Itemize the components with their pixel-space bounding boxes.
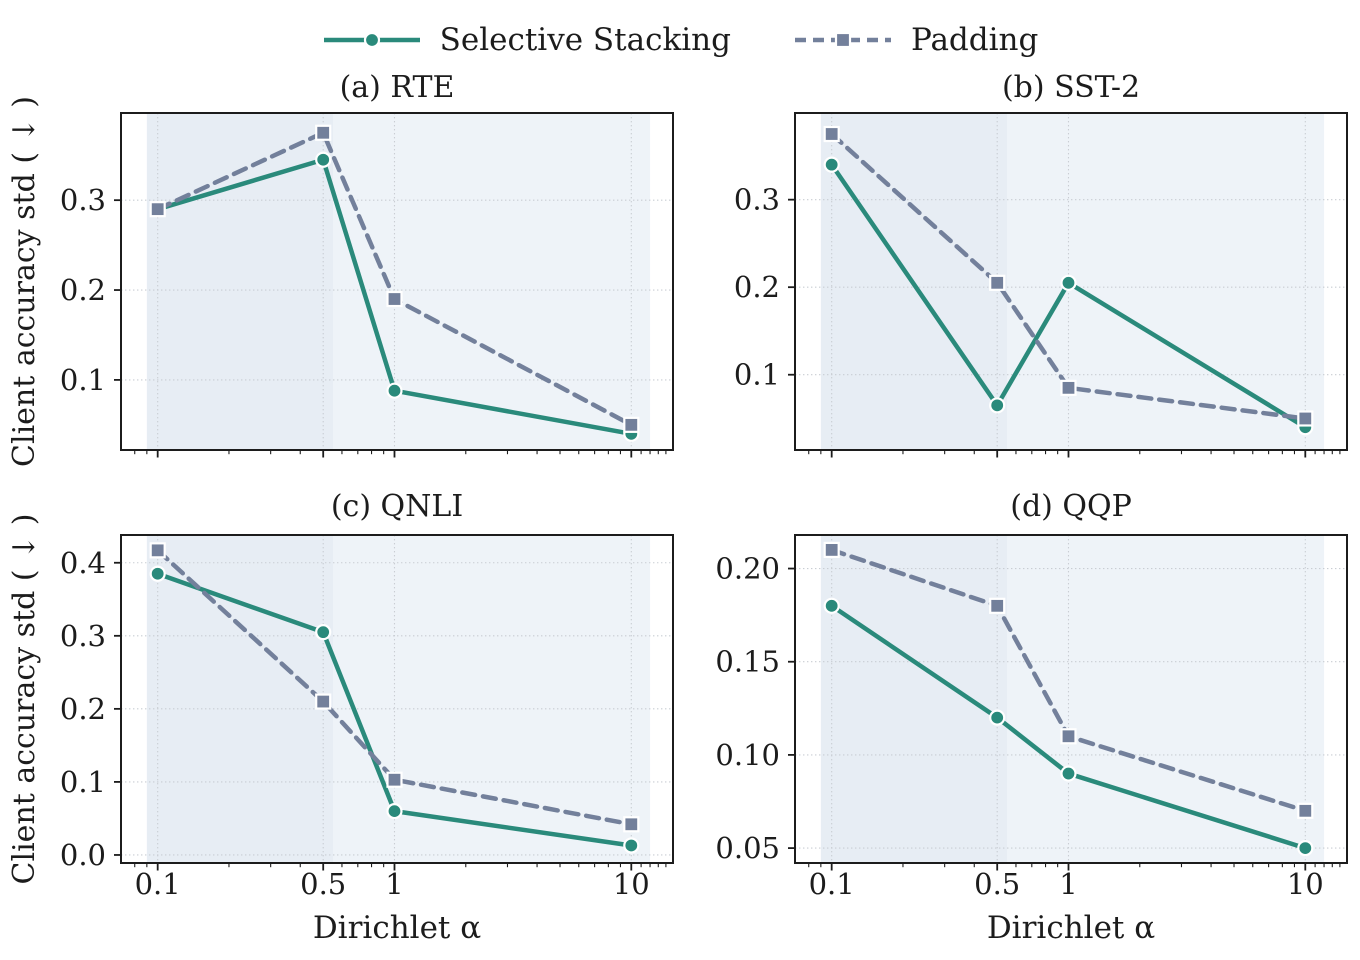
data-point-selective-stacking [386, 382, 403, 399]
series-line-selective-stacking [829, 162, 1308, 430]
data-point-selective-stacking [1060, 274, 1077, 291]
x-axis-label: Dirichlet α [313, 910, 481, 946]
axes-frame [794, 534, 1348, 864]
data-point-selective-stacking [989, 709, 1006, 726]
legend-label-padding: Padding [910, 21, 1039, 58]
data-point-padding [1297, 802, 1314, 819]
y-axis-label: Client accuracy std ( ↓ ) [7, 514, 42, 885]
series-line-padding [155, 130, 634, 428]
series-line-padding [155, 548, 634, 827]
x-tick-label: 0.1 [809, 867, 855, 901]
x-tick-label: 1 [385, 867, 403, 901]
shaded-band [333, 535, 651, 863]
axes-frame [120, 534, 674, 864]
data-point-selective-stacking [623, 837, 640, 854]
data-point-padding [989, 597, 1006, 614]
data-point-padding [386, 290, 403, 308]
subplot-qnli: 0.0 0.1 0.2 0.3 0.4 0.1 0.5 1 10 (c) QNLI Client a… [7, 489, 674, 946]
y-tick-label: 0.0 [60, 838, 106, 872]
shaded-band [1007, 113, 1325, 450]
data-point-selective-stacking [315, 151, 332, 168]
data-point-padding [1060, 728, 1077, 745]
data-point-padding [149, 542, 166, 559]
data-point-selective-stacking [315, 624, 332, 641]
y-tick-label: 0.4 [60, 546, 106, 580]
shaded-band [333, 113, 651, 450]
x-tick-label: 1 [1059, 867, 1077, 901]
shaded-band [1007, 535, 1325, 863]
axes-frame [794, 112, 1348, 451]
legend-item-selective-stacking: Selective Stacking [322, 21, 731, 58]
x-tick-label: 0.5 [974, 867, 1020, 901]
legend-sample-circle-marker [363, 31, 380, 49]
series-line-padding [829, 547, 1308, 814]
data-point-padding [149, 201, 166, 218]
y-tick-label: 0.10 [715, 738, 780, 772]
legend-item-padding: Padding [793, 21, 1039, 58]
data-point-padding [989, 274, 1006, 291]
y-axis-label: Client accuracy std ( ↓ ) [7, 96, 42, 467]
data-point-padding [823, 541, 840, 559]
dashed-line-square-marker-icon [794, 31, 891, 49]
y-tick-label: 0.2 [60, 692, 106, 726]
subplot-sst2: 0.1 0.2 0.3 (b) SST-2 [734, 70, 1348, 458]
series-line-selective-stacking [155, 571, 634, 848]
panel-title: (c) QNLI [331, 489, 463, 524]
data-point-selective-stacking [989, 397, 1006, 414]
panel-title: (d) QQP [1010, 489, 1132, 524]
data-point-selective-stacking [823, 597, 840, 614]
data-point-padding [623, 416, 640, 433]
x-tick-label: 10 [613, 867, 650, 901]
data-point-padding [315, 124, 332, 141]
y-tick-label: 0.20 [715, 552, 780, 586]
axes-frame [120, 112, 674, 451]
data-point-selective-stacking [823, 156, 840, 173]
legend-label-selective-stacking: Selective Stacking [439, 21, 731, 58]
x-tick-label: 0.5 [300, 867, 346, 901]
x-tick-label: 0.1 [135, 867, 181, 901]
y-tick-label: 0.1 [60, 765, 106, 799]
y-tick-label: 0.1 [734, 358, 780, 392]
y-tick-label: 0.2 [734, 270, 780, 304]
data-point-padding [1060, 379, 1077, 396]
data-point-selective-stacking [149, 565, 166, 582]
subplot-qqp: 0.05 0.10 0.15 0.20 0.1 0.5 1 10 (d) QQP Dirichle… [715, 489, 1348, 946]
panel-title: (a) RTE [340, 70, 455, 105]
data-point-padding [823, 125, 840, 143]
shaded-band [146, 535, 334, 863]
series-line-selective-stacking [829, 603, 1308, 851]
y-tick-label: 0.3 [60, 183, 106, 217]
y-tick-label: 0.2 [60, 273, 106, 307]
legend-sample-square-marker [834, 31, 852, 49]
series-line-padding [829, 131, 1308, 421]
y-tick-label: 0.1 [60, 363, 106, 397]
series-line-selective-stacking [155, 157, 634, 437]
shaded-band [820, 535, 1008, 863]
x-axis-label: Dirichlet α [987, 910, 1155, 946]
data-point-padding [1297, 410, 1314, 427]
data-point-selective-stacking [1060, 765, 1077, 782]
panel-title: (b) SST-2 [1002, 70, 1140, 105]
y-tick-label: 0.05 [715, 831, 780, 865]
y-tick-label: 0.3 [60, 619, 106, 653]
y-tick-label: 0.3 [734, 183, 780, 217]
data-point-padding [386, 771, 403, 788]
data-point-padding [623, 816, 640, 833]
x-tick-label: 10 [1287, 867, 1324, 901]
data-point-padding [315, 693, 332, 710]
solid-line-circle-marker-icon [323, 31, 420, 49]
data-point-selective-stacking [386, 803, 403, 820]
y-tick-label: 0.15 [715, 645, 780, 679]
legend: Selective Stacking Padding [0, 12, 1360, 68]
data-point-selective-stacking [1297, 839, 1314, 857]
subplot-rte: 0.1 0.2 0.3 (a) RTE Client accuracy std ( ↓ … [7, 70, 674, 467]
